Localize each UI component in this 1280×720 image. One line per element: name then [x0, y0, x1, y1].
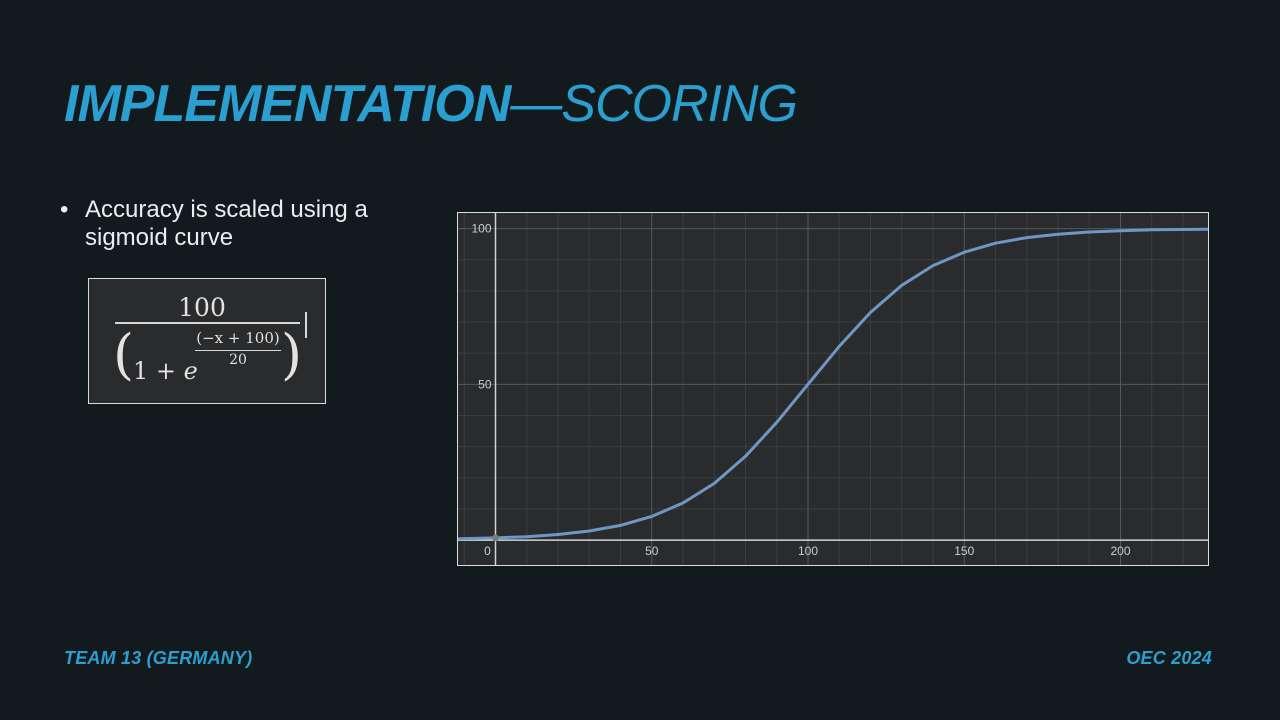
intercept-point: [492, 534, 499, 542]
slide-title: IMPLEMENTATION—SCORING: [64, 72, 798, 136]
x-tick-label: 100: [798, 544, 818, 558]
chart-svg: 0 50 100 150 200 50 100: [458, 213, 1208, 565]
sigmoid-chart: 0 50 100 150 200 50 100: [457, 212, 1209, 566]
formula-left-paren: (: [113, 323, 135, 386]
formula-numerator: 100: [178, 293, 226, 322]
y-tick-label: 50: [478, 377, 492, 391]
bullet-list: Accuracy is scaled using a sigmoid curve: [60, 196, 400, 252]
footer-team: TEAM 13 (GERMANY): [64, 648, 253, 668]
formula-fraction-bar: [115, 322, 300, 324]
formula-cursor: [305, 312, 307, 338]
formula-one-plus: 1 +: [133, 357, 184, 385]
x-tick-label: 0: [484, 544, 491, 558]
x-tick-label: 200: [1110, 544, 1130, 558]
y-tick-label: 100: [471, 222, 491, 236]
x-tick-label: 50: [645, 544, 659, 558]
chart-background: [458, 213, 1208, 565]
formula-exp-bar: [195, 350, 281, 351]
sigmoid-curve: [458, 227, 1208, 541]
formula-exp-denominator: 20: [229, 352, 247, 368]
title-rest: —SCORING: [510, 75, 798, 133]
title-bold: IMPLEMENTATION: [64, 75, 511, 133]
formula-base: 1 + e: [133, 357, 198, 385]
sigmoid-formula: 100 ( 1 + e (−x + 100) 20 ): [88, 278, 326, 404]
formula-right-paren: ): [281, 323, 303, 386]
footer-event: OEC 2024: [1126, 648, 1212, 668]
formula-exp-numerator: (−x + 100): [196, 329, 280, 347]
formula-e: e: [183, 357, 198, 385]
x-tick-label: 150: [954, 544, 974, 558]
bullet-item: Accuracy is scaled using a sigmoid curve: [60, 196, 400, 252]
